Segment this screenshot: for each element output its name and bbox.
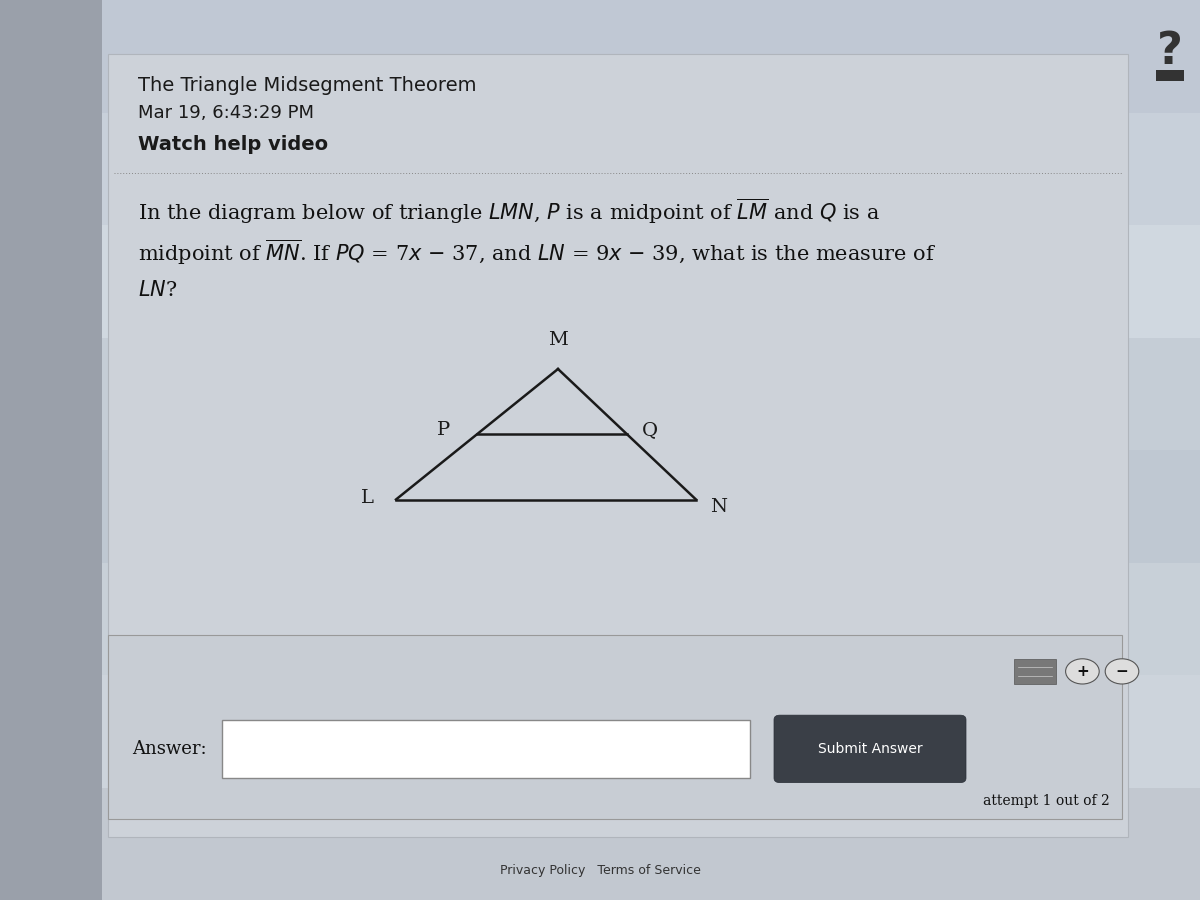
Bar [108, 54, 1128, 837]
FancyBboxPatch shape [774, 716, 966, 783]
Bar [108, 634, 1122, 819]
Text: N: N [710, 498, 727, 516]
Bar [0, 112, 1200, 225]
Text: +: + [1076, 664, 1088, 679]
Text: Answer:: Answer: [132, 740, 206, 758]
Bar [0, 338, 1200, 450]
Bar [0, 450, 1200, 562]
Text: Privacy Policy   Terms of Service: Privacy Policy Terms of Service [499, 864, 701, 877]
Bar [0, 0, 1200, 112]
Circle shape [1066, 659, 1099, 684]
Bar [0, 788, 1200, 900]
Bar [0, 675, 1200, 788]
Text: The Triangle Midsegment Theorem: The Triangle Midsegment Theorem [138, 76, 476, 95]
Bar [0, 225, 1200, 338]
Text: Submit Answer: Submit Answer [817, 742, 923, 756]
Text: P: P [437, 421, 451, 439]
Text: Q: Q [641, 421, 658, 439]
Bar [222, 720, 750, 778]
Text: In the diagram below of triangle $\mathit{LMN}$, $\mathit{P}$ is a midpoint of $: In the diagram below of triangle $\mathi… [138, 197, 880, 226]
Text: attempt 1 out of 2: attempt 1 out of 2 [983, 794, 1110, 808]
Text: Watch help video: Watch help video [138, 134, 328, 154]
Text: M: M [548, 331, 568, 349]
Text: ?: ? [1157, 30, 1183, 73]
Bar [1156, 70, 1184, 81]
Circle shape [1105, 659, 1139, 684]
Bar [0, 0, 102, 900]
Bar [0, 562, 1200, 675]
Text: −: − [1116, 664, 1128, 679]
Text: Mar 19, 6:43:29 PM: Mar 19, 6:43:29 PM [138, 104, 314, 122]
Text: $\mathit{LN}$?: $\mathit{LN}$? [138, 280, 178, 300]
Bar [1014, 659, 1056, 684]
Text: L: L [361, 489, 374, 507]
Text: midpoint of $\overline{\mathit{MN}}$. If $\mathit{PQ}$ = 7$\mathit{x}$ $-$ 37, a: midpoint of $\overline{\mathit{MN}}$. If… [138, 238, 936, 266]
